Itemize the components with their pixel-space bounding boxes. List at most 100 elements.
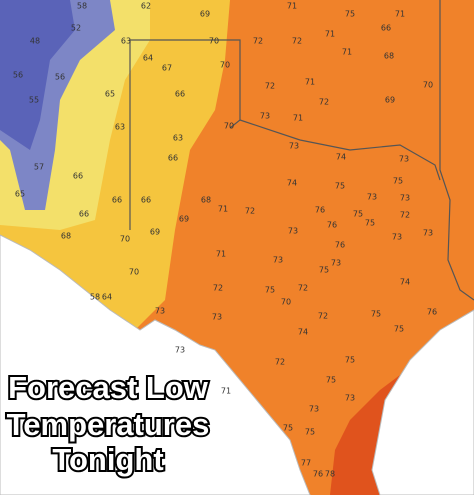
temperature-label: 70 [120, 235, 130, 244]
temperature-label: 69 [385, 96, 395, 105]
temperature-label: 72 [265, 82, 275, 91]
temperature-label: 72 [245, 207, 255, 216]
temperature-label: 76 [335, 241, 345, 250]
temperature-label: 73 [175, 346, 185, 355]
temperature-label: 67 [162, 64, 172, 73]
temperature-label: 76 [427, 308, 437, 317]
temperature-label: 69 [150, 228, 160, 237]
title-line: Temperatures [7, 407, 210, 442]
temperature-label: 72 [298, 284, 308, 293]
temperature-label: 71 [218, 205, 228, 214]
temperature-label: 68 [384, 52, 394, 61]
temperature-label: 70 [209, 37, 219, 46]
temperature-label: 71 [216, 250, 226, 259]
temperature-label: 75 [353, 210, 363, 219]
temperature-label: 73 [367, 193, 377, 202]
temperature-label: 76 [327, 221, 337, 230]
temperature-labels: 58 62 69 71 75 71 48 52 63 70 72 72 71 66 64 67 70 71 68 56… [13, 2, 437, 479]
temperature-label: 66 [79, 210, 89, 219]
temperature-label: 77 [301, 459, 311, 468]
temperature-label: 71 [305, 78, 315, 87]
temperature-label: 66 [168, 154, 178, 163]
gulf [371, 309, 474, 495]
temperature-label: 65 [15, 190, 25, 199]
temperature-label: 75 [345, 356, 355, 365]
temperature-label: 74 [336, 153, 346, 162]
temperature-label: 73 [392, 233, 402, 242]
temperature-label: 69 [200, 10, 210, 19]
temperature-label: 71 [325, 30, 335, 39]
temperature-label: 71 [287, 2, 297, 11]
temperature-label: 71 [293, 114, 303, 123]
temperature-label: 63 [173, 134, 183, 143]
title-line: Tonight [52, 442, 163, 477]
temperature-label: 73 [309, 405, 319, 414]
temperature-label: 70 [423, 81, 433, 90]
state-border [439, 0, 474, 301]
temperature-label: 76 [315, 206, 325, 215]
temperature-label: 75 [319, 266, 329, 275]
temperature-label: 73 [331, 259, 341, 268]
temperature-label: 70 [281, 298, 291, 307]
temperature-label: 72 [292, 37, 302, 46]
temperature-label: 48 [30, 37, 40, 46]
temperature-label: 75 [394, 325, 404, 334]
temperature-label: 66 [73, 172, 83, 181]
temperature-label: 78 [325, 470, 335, 479]
temperature-label: 57 [34, 163, 44, 172]
temperature-label: 63 [121, 37, 131, 46]
temperature-label: 66 [175, 90, 185, 99]
temperature-label: 75 [265, 286, 275, 295]
state-border [130, 39, 241, 129]
temperature-label: 73 [212, 313, 222, 322]
temperature-label: 72 [275, 358, 285, 367]
temperature-label: 71 [221, 387, 231, 396]
temperature-label: 56 [55, 73, 65, 82]
temperature-label: 72 [213, 284, 223, 293]
temperature-label: 73 [423, 229, 433, 238]
temperature-label: 62 [141, 2, 151, 11]
coldest-region [0, 0, 75, 150]
temperature-label: 74 [287, 179, 297, 188]
temperature-label: 72 [253, 37, 263, 46]
temperature-label: 66 [381, 24, 391, 33]
state-border [239, 119, 441, 181]
mexico [0, 234, 311, 495]
temperature-label: 73 [345, 394, 355, 403]
temperature-label: 75 [305, 428, 315, 437]
temperature-label: 73 [288, 227, 298, 236]
temperature-label: 75 [335, 182, 345, 191]
temperature-label: 55 [29, 96, 39, 105]
temperature-label: 65 [105, 90, 115, 99]
temperature-label: 75 [326, 376, 336, 385]
temperature-label: 76 [313, 470, 323, 479]
temperature-label: 69 [179, 215, 189, 224]
temperature-label: 68 [201, 196, 211, 205]
temperature-label: 73 [289, 142, 299, 151]
temperature-label: 73 [399, 155, 409, 164]
temperature-label: 71 [395, 10, 405, 19]
temperature-label: 70 [224, 122, 234, 131]
temperature-label: 58 [77, 2, 87, 11]
temperature-label: 75 [393, 177, 403, 186]
temperature-label: 75 [283, 424, 293, 433]
temperature-label: 70 [129, 268, 139, 277]
temperature-label: 72 [318, 312, 328, 321]
temperature-label: 66 [141, 196, 151, 205]
temperature-label: 72 [400, 211, 410, 220]
temperature-label: 74 [400, 278, 410, 287]
title-line: Forecast Low [8, 370, 209, 405]
temperature-label: 70 [220, 61, 230, 70]
temperature-label: 73 [273, 256, 283, 265]
temperature-label: 73 [400, 194, 410, 203]
temperature-label: 66 [112, 196, 122, 205]
temperature-label: 75 [345, 10, 355, 19]
temperature-label: 63 [115, 123, 125, 132]
temperature-label: 56 [13, 71, 23, 80]
temperature-label: 73 [155, 307, 165, 316]
temperature-label: 75 [371, 310, 381, 319]
temperature-label: 72 [319, 98, 329, 107]
temperature-label: 58 [90, 293, 100, 302]
